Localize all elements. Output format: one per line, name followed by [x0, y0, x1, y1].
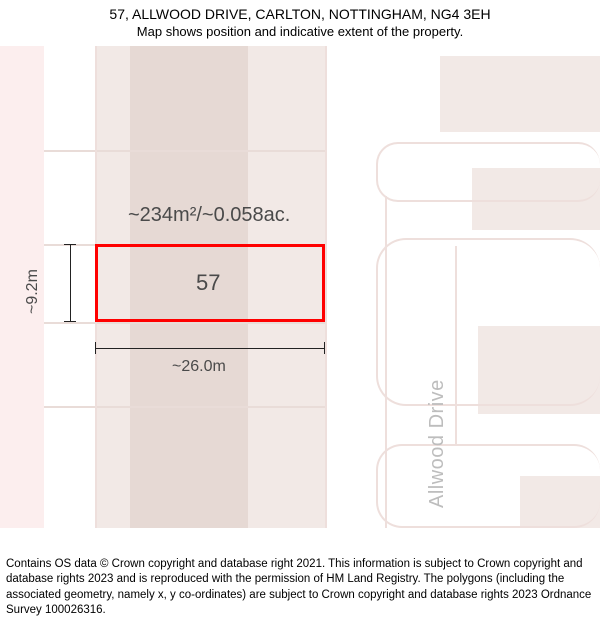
width-dim-tick [95, 342, 96, 354]
plot-east-edge [325, 46, 327, 528]
page-subtitle: Map shows position and indicative extent… [10, 24, 590, 39]
height-dim-tick [64, 244, 76, 245]
area-label: ~234m²/~0.058ac. [128, 204, 290, 227]
house-number: 57 [196, 270, 220, 296]
top-building [130, 62, 248, 138]
width-label: ~26.0m [172, 358, 226, 376]
width-dim-line [95, 348, 325, 349]
width-dim-tick [324, 342, 325, 354]
height-label: ~9.2m [24, 269, 42, 314]
height-dim-tick [64, 321, 76, 322]
road-edge [455, 246, 457, 446]
road-curve [376, 142, 600, 202]
road-name-label: Allwood Drive [426, 379, 449, 508]
plot-divider [44, 322, 325, 324]
map-canvas: ~234m²/~0.058ac. 57 ~26.0m ~9.2m Allwood… [0, 46, 600, 528]
road-curve [376, 238, 600, 406]
plot-divider [44, 406, 325, 408]
road-edge [385, 196, 387, 528]
height-dim-line [70, 244, 71, 322]
neighbor-building [440, 56, 600, 132]
copyright-footer: Contains OS data © Crown copyright and d… [6, 557, 594, 619]
plot-divider [44, 150, 325, 152]
road-curve [376, 444, 600, 528]
page-title: 57, ALLWOOD DRIVE, CARLTON, NOTTINGHAM, … [10, 6, 590, 22]
